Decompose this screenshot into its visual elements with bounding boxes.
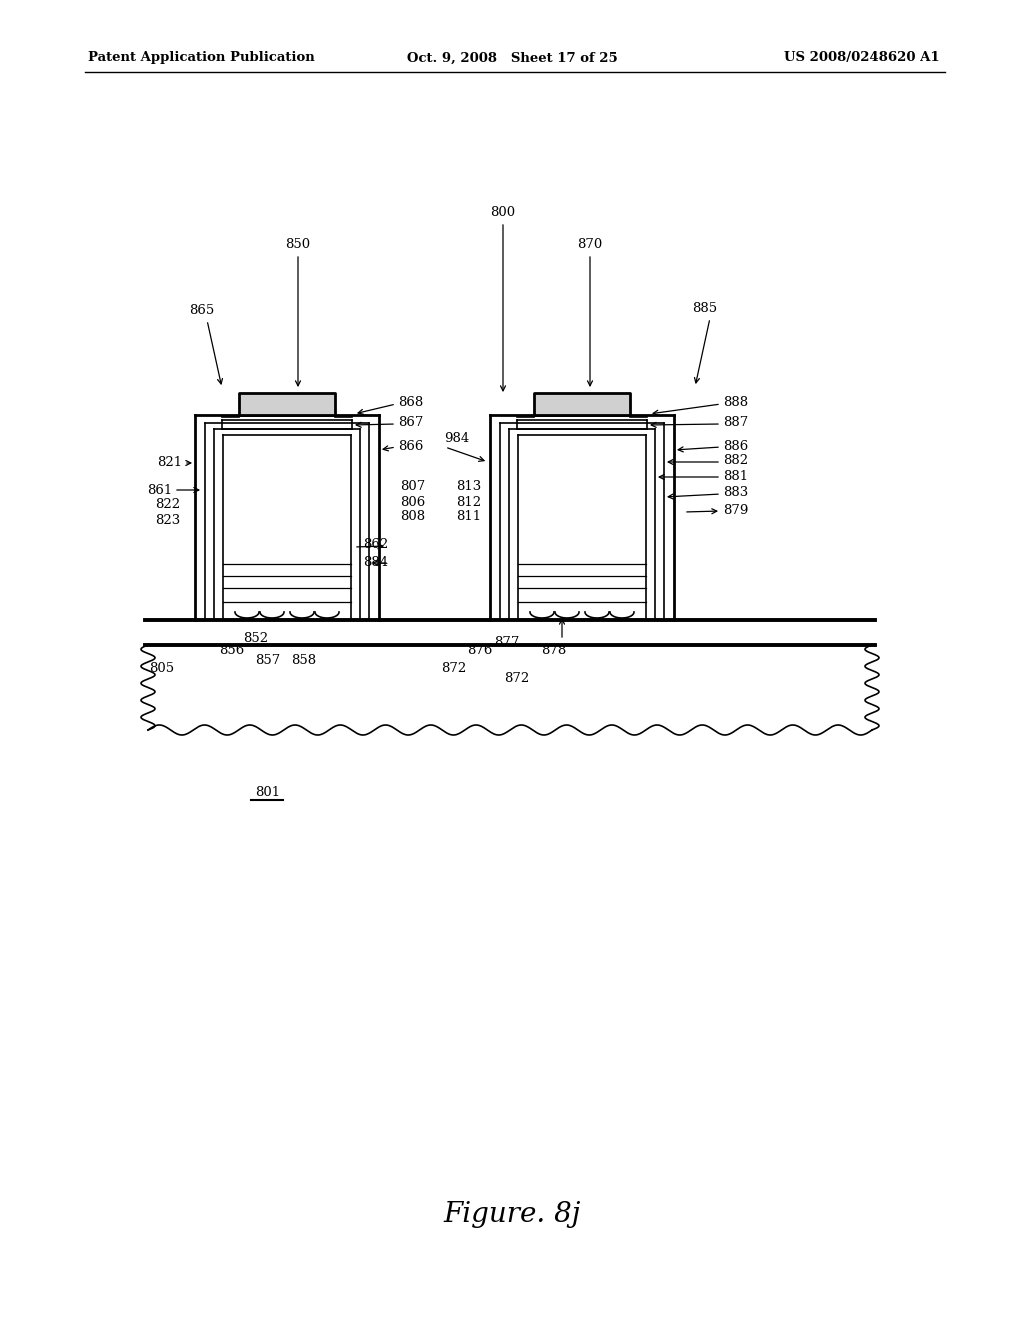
Text: 812: 812 [456,495,481,508]
Text: Oct. 9, 2008   Sheet 17 of 25: Oct. 9, 2008 Sheet 17 of 25 [407,51,617,65]
Text: 861: 861 [146,483,172,496]
Text: 888: 888 [723,396,749,408]
Text: 808: 808 [400,511,425,524]
Text: 807: 807 [400,480,425,494]
Text: 858: 858 [292,653,316,667]
Bar [145,620,874,645]
Text: Patent Application Publication: Patent Application Publication [88,51,314,65]
Text: 867: 867 [398,416,423,429]
Text: 821: 821 [157,455,182,469]
Text: 872: 872 [505,672,529,685]
Bar [534,393,630,414]
Text: 805: 805 [150,661,174,675]
Text: 856: 856 [219,644,245,657]
Text: 822: 822 [155,499,180,511]
Bar [239,393,335,414]
Text: 813: 813 [456,480,481,494]
Text: 811: 811 [456,511,481,524]
Text: 878: 878 [542,644,566,657]
Text: 850: 850 [286,238,310,251]
Text: 868: 868 [398,396,423,408]
Text: 806: 806 [400,495,425,508]
Text: 884: 884 [362,556,388,569]
Text: 885: 885 [692,301,718,314]
Text: 823: 823 [155,513,180,527]
Text: 862: 862 [362,539,388,552]
Text: US 2008/0248620 A1: US 2008/0248620 A1 [784,51,940,65]
Text: 872: 872 [441,661,467,675]
Text: 883: 883 [723,487,749,499]
Text: 881: 881 [723,470,749,483]
Text: 984: 984 [444,432,469,445]
Text: 887: 887 [723,416,749,429]
Text: 886: 886 [723,440,749,453]
Text: 852: 852 [244,631,268,644]
Text: 870: 870 [578,238,603,251]
Text: Figure. 8j: Figure. 8j [443,1201,581,1229]
Text: 801: 801 [255,785,281,799]
Text: 877: 877 [495,636,520,649]
Text: 857: 857 [255,653,281,667]
Text: 879: 879 [723,503,749,516]
Text: 865: 865 [189,304,215,317]
Text: 800: 800 [490,206,515,219]
Text: 882: 882 [723,454,749,467]
Text: 876: 876 [467,644,493,656]
Text: 866: 866 [398,440,423,453]
